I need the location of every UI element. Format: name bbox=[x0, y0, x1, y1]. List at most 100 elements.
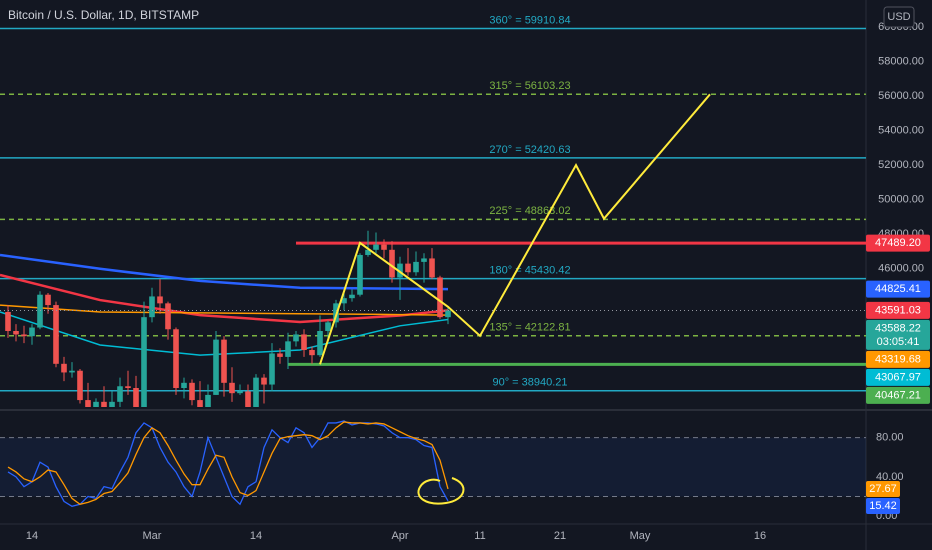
candle-body bbox=[269, 353, 275, 385]
candle-body bbox=[429, 258, 435, 278]
candle-body bbox=[437, 277, 443, 318]
countdown: 03:05:41 bbox=[877, 336, 920, 348]
candle-body bbox=[141, 317, 147, 407]
currency-box[interactable] bbox=[883, 6, 915, 28]
x-tick-label: Apr bbox=[391, 530, 408, 542]
candle-body bbox=[93, 401, 99, 407]
axes: 60000.0058000.0056000.0054000.0052000.00… bbox=[26, 21, 930, 542]
candle-body bbox=[21, 334, 27, 337]
candle-body bbox=[157, 296, 163, 304]
candle-body bbox=[173, 329, 179, 388]
level-label: 315° = 56103.23 bbox=[489, 80, 570, 92]
price-tag bbox=[866, 301, 930, 319]
price-tag bbox=[866, 350, 930, 368]
y-tick-label: 56000.00 bbox=[878, 90, 924, 102]
candle-body bbox=[389, 249, 395, 278]
price-tag-label: 47489.20 bbox=[875, 237, 921, 249]
candle-body bbox=[37, 294, 43, 328]
y-tick-label: 46000.00 bbox=[878, 263, 924, 275]
candle-body bbox=[53, 305, 59, 364]
candle-body bbox=[325, 322, 331, 331]
main-pane: 360° = 59910.84 315° = 56103.23 270° = 524… bbox=[0, 14, 866, 407]
candle-body bbox=[381, 244, 387, 250]
candle-body bbox=[357, 254, 363, 295]
candle-body bbox=[181, 382, 187, 388]
oscillator-tag bbox=[866, 497, 900, 514]
candle-body bbox=[189, 382, 195, 401]
price-tag-label: 43067.97 bbox=[875, 371, 921, 383]
y-tick-label: 50000.00 bbox=[878, 194, 924, 206]
price-tag-label: 44825.41 bbox=[875, 283, 921, 295]
y-tick-label: 52000.00 bbox=[878, 159, 924, 171]
price-tag bbox=[866, 368, 930, 386]
chart-title: Bitcoin / U.S. Dollar, 1D, BITSTAMP bbox=[8, 8, 199, 22]
moving-average bbox=[0, 253, 449, 291]
price-tag-label: 40467.21 bbox=[875, 389, 921, 401]
y-tick-label: 40.00 bbox=[876, 471, 904, 483]
candle-body bbox=[341, 298, 347, 304]
x-tick-label: 14 bbox=[26, 530, 38, 542]
candle-body bbox=[61, 363, 67, 373]
x-tick-label: 21 bbox=[554, 530, 566, 542]
price-tag bbox=[866, 319, 930, 350]
oscillator-tag bbox=[866, 480, 900, 497]
level-label: 360° = 59910.84 bbox=[489, 14, 570, 26]
oscillator-line bbox=[7, 421, 449, 506]
candle-body bbox=[13, 330, 19, 335]
oscillator-pane bbox=[0, 420, 866, 507]
oscillator-tag-label: 27.67 bbox=[869, 483, 897, 495]
candle-body bbox=[101, 401, 107, 407]
candle-body bbox=[229, 382, 235, 394]
candle-body bbox=[397, 263, 403, 278]
annotation-circle bbox=[417, 477, 465, 505]
candle-body bbox=[29, 327, 35, 337]
price-tag-label: 43588.22 bbox=[875, 322, 921, 334]
x-tick-label: 16 bbox=[754, 530, 766, 542]
candle-body bbox=[285, 341, 291, 357]
candle-body bbox=[445, 310, 451, 318]
moving-average bbox=[0, 311, 449, 356]
candle-body bbox=[69, 370, 75, 373]
level-label: 90° = 38940.21 bbox=[492, 377, 567, 389]
candle-body bbox=[45, 294, 51, 306]
candle-body bbox=[261, 377, 267, 385]
currency: USD bbox=[887, 11, 910, 23]
candle-body bbox=[277, 353, 283, 357]
price-tag bbox=[866, 234, 930, 252]
level-label: 180° = 45430.42 bbox=[489, 265, 570, 277]
candle-body bbox=[197, 400, 203, 407]
level-label: 270° = 52420.63 bbox=[489, 144, 570, 156]
candle-body bbox=[117, 386, 123, 402]
candle-body bbox=[165, 303, 171, 330]
candle-body bbox=[205, 394, 211, 407]
y-tick-label: 54000.00 bbox=[878, 125, 924, 137]
candle-body bbox=[421, 258, 427, 262]
candle-body bbox=[125, 386, 131, 388]
moving-average bbox=[0, 304, 449, 316]
candle-body bbox=[77, 370, 83, 401]
x-tick-label: May bbox=[630, 530, 651, 542]
candle-body bbox=[245, 391, 251, 407]
candle-body bbox=[5, 311, 11, 331]
x-tick-label: 14 bbox=[250, 530, 262, 542]
candle-body bbox=[237, 391, 243, 394]
price-tag bbox=[866, 280, 930, 298]
candle-body bbox=[85, 400, 91, 407]
level-label: 225° = 48863.02 bbox=[489, 205, 570, 217]
x-tick-label: 11 bbox=[474, 530, 485, 542]
candle-body bbox=[317, 330, 323, 356]
candle-body bbox=[149, 296, 155, 318]
price-tag-label: 43591.03 bbox=[875, 304, 921, 316]
candle-body bbox=[109, 401, 115, 407]
candle-body bbox=[309, 349, 315, 356]
level-label: 135° = 42122.81 bbox=[489, 322, 570, 334]
candle-body bbox=[221, 339, 227, 383]
y-tick-label: 58000.00 bbox=[878, 55, 924, 67]
candle-body bbox=[213, 339, 219, 395]
candle-body bbox=[405, 263, 411, 273]
projection-line bbox=[319, 93, 711, 365]
candle-body bbox=[413, 261, 419, 273]
x-tick-label: Mar bbox=[143, 530, 162, 542]
price-tag-label: 43319.68 bbox=[875, 353, 921, 365]
